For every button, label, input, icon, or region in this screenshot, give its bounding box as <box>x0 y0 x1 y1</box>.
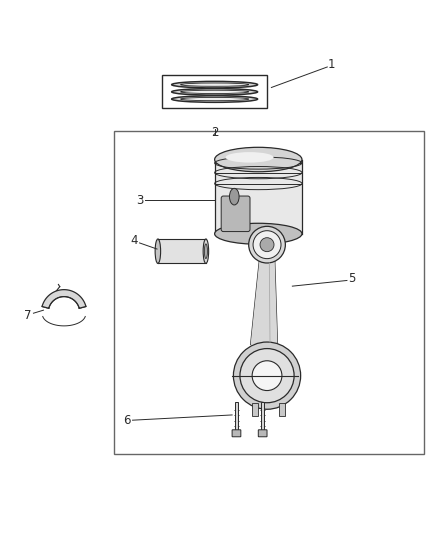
Ellipse shape <box>215 147 302 172</box>
Bar <box>215 159 302 234</box>
Circle shape <box>233 342 300 409</box>
Ellipse shape <box>180 83 249 86</box>
Bar <box>261 402 265 430</box>
Text: 7: 7 <box>24 309 32 322</box>
Text: 2: 2 <box>211 126 219 139</box>
Ellipse shape <box>172 96 258 102</box>
Circle shape <box>253 231 281 259</box>
Ellipse shape <box>172 82 258 88</box>
Text: 5: 5 <box>349 272 356 285</box>
Ellipse shape <box>226 152 274 163</box>
Circle shape <box>252 361 282 391</box>
Ellipse shape <box>205 244 208 259</box>
Bar <box>162 76 267 108</box>
Text: 4: 4 <box>130 234 138 247</box>
Circle shape <box>260 238 274 252</box>
Polygon shape <box>42 289 86 308</box>
Polygon shape <box>251 261 277 344</box>
Bar <box>279 403 285 416</box>
Ellipse shape <box>172 88 258 95</box>
FancyBboxPatch shape <box>232 430 241 437</box>
Ellipse shape <box>230 188 239 205</box>
Circle shape <box>249 227 286 263</box>
Text: 1: 1 <box>328 58 336 71</box>
Text: 3: 3 <box>136 193 143 207</box>
Bar <box>158 239 206 263</box>
Bar <box>114 131 424 454</box>
Bar <box>235 402 238 430</box>
Ellipse shape <box>203 239 208 263</box>
Ellipse shape <box>155 239 161 263</box>
Ellipse shape <box>180 98 249 101</box>
Ellipse shape <box>180 90 249 93</box>
FancyBboxPatch shape <box>258 430 267 437</box>
Text: 6: 6 <box>124 414 131 427</box>
Bar <box>252 403 258 416</box>
FancyBboxPatch shape <box>221 196 250 231</box>
Circle shape <box>240 349 294 403</box>
Ellipse shape <box>215 223 302 244</box>
